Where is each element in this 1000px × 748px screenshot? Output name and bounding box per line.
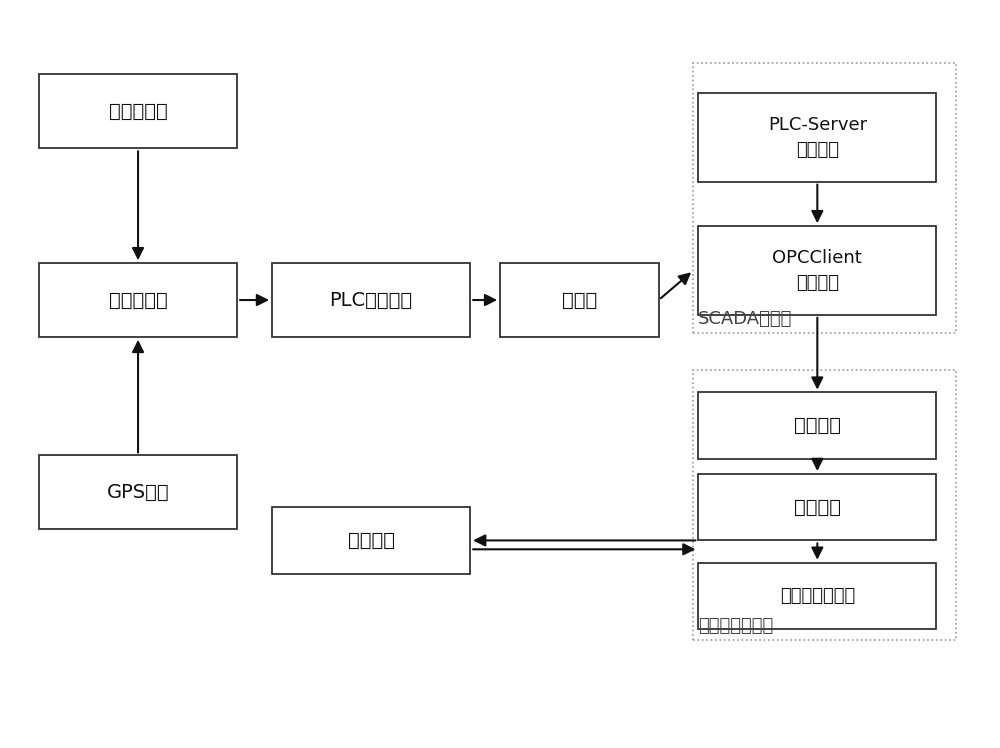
Text: 数据同步器: 数据同步器 bbox=[109, 290, 167, 310]
Bar bbox=[698, 562, 936, 629]
Text: SCADA服务器: SCADA服务器 bbox=[698, 310, 793, 328]
Bar bbox=[39, 263, 237, 337]
Bar bbox=[693, 64, 956, 334]
Text: PLC采集单元: PLC采集单元 bbox=[330, 290, 413, 310]
Text: 判定模块: 判定模块 bbox=[794, 417, 841, 435]
Bar bbox=[698, 93, 936, 182]
Text: 泄漏点定位模块: 泄漏点定位模块 bbox=[780, 587, 855, 605]
Bar bbox=[39, 456, 237, 530]
Bar bbox=[500, 263, 659, 337]
Bar bbox=[39, 75, 237, 148]
Bar bbox=[698, 393, 936, 459]
Bar bbox=[698, 473, 936, 540]
Text: 客户终端: 客户终端 bbox=[348, 531, 395, 550]
Text: 泄漏监测服务器: 泄漏监测服务器 bbox=[698, 617, 774, 635]
Text: GPS单元: GPS单元 bbox=[107, 483, 169, 502]
Bar bbox=[272, 507, 470, 574]
Text: PLC-Server
通信模块: PLC-Server 通信模块 bbox=[768, 116, 867, 159]
Bar bbox=[698, 226, 936, 315]
Text: 压力传感器: 压力传感器 bbox=[109, 102, 167, 121]
Text: OPCClient
代理模块: OPCClient 代理模块 bbox=[772, 249, 862, 292]
Bar bbox=[693, 370, 956, 640]
Text: 交换机: 交换机 bbox=[562, 290, 597, 310]
Bar bbox=[272, 263, 470, 337]
Text: 匹配模块: 匹配模块 bbox=[794, 497, 841, 517]
